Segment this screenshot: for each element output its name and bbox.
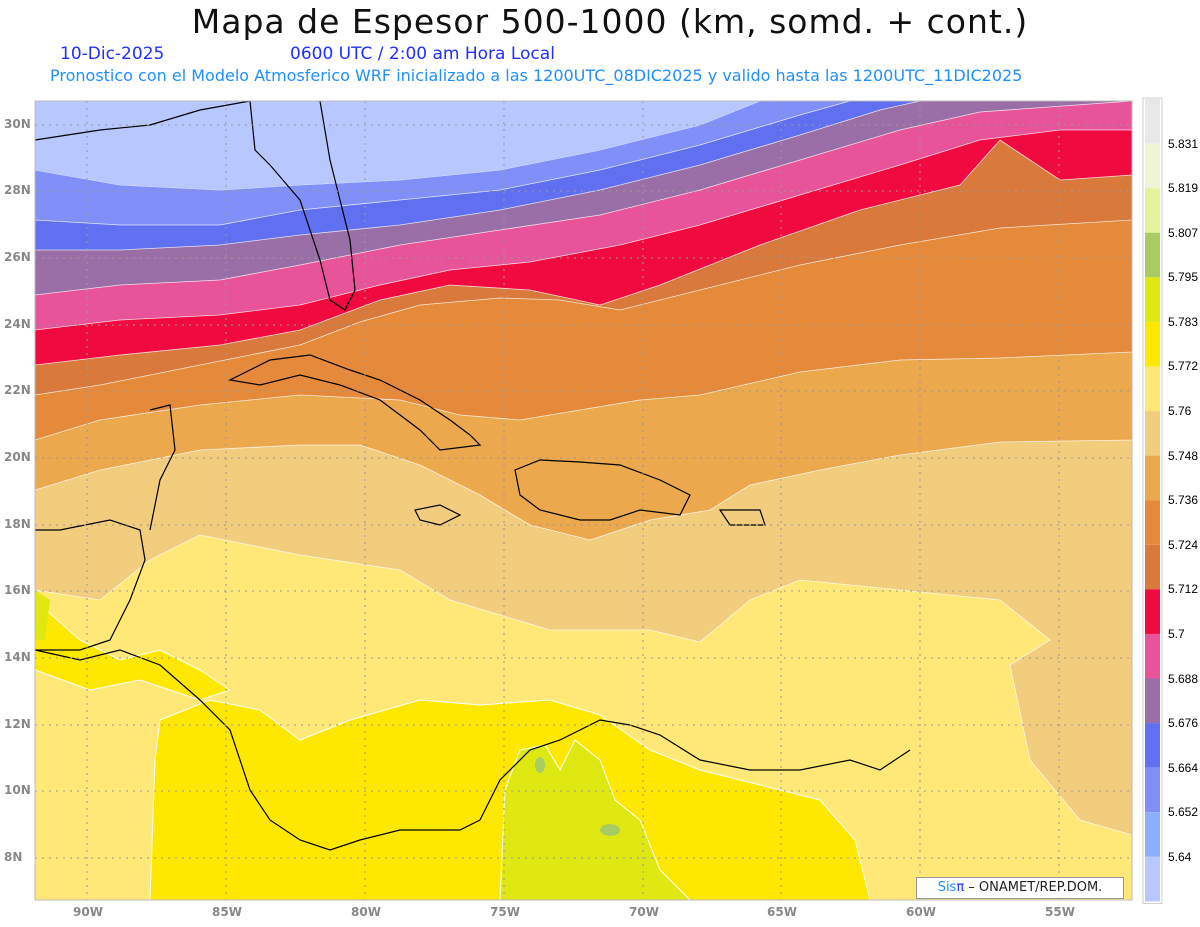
colorbar-swatch: [1145, 321, 1160, 367]
colorbar-label: 5.772: [1168, 359, 1199, 374]
lon-label: 75W: [490, 905, 520, 919]
colorbar-swatch: [1145, 723, 1160, 768]
lon-label: 55W: [1045, 905, 1075, 919]
lat-label: 22N: [4, 383, 31, 397]
coastline: [479, 719, 911, 821]
lat-label: 16N: [4, 583, 31, 597]
colorbar-label: 5.7: [1168, 626, 1185, 641]
lat-label: 10N: [4, 783, 31, 797]
watermark-pi: π: [956, 880, 965, 895]
lon-label: 70W: [629, 905, 659, 919]
coastline: [149, 404, 176, 531]
coastline: [35, 519, 146, 651]
colorbar-label: 5.795: [1168, 270, 1199, 285]
colorbar-swatch: [1145, 812, 1160, 857]
lat-label: 24N: [4, 317, 31, 331]
coastline: [514, 459, 691, 521]
coastline: [249, 101, 356, 311]
lat-label: 14N: [4, 650, 31, 664]
model-description: Pronostico con el Modelo Atmosferico WRF…: [50, 66, 1023, 85]
band-5.783-5.795: [35, 590, 50, 640]
lon-label: 65W: [767, 905, 797, 919]
lat-label: 18N: [4, 517, 31, 531]
band-5.783-5.795: [499, 739, 691, 900]
colorbar-swatch: [1145, 232, 1160, 278]
lat-label: 20N: [4, 450, 31, 464]
colorbar-swatch: [1145, 500, 1160, 545]
band-5.795-5.807: [535, 757, 545, 773]
watermark-org: – ONAMET/REP.DOM.: [964, 880, 1103, 895]
coastline: [35, 101, 251, 141]
map-frame: [34, 100, 1133, 901]
colorbar-swatch: [1145, 678, 1160, 724]
colorbar-label: 5.712: [1168, 582, 1199, 597]
lon-label: 80W: [351, 905, 381, 919]
coastline: [35, 649, 481, 851]
colorbar-label: 5.76: [1168, 404, 1192, 419]
lat-label: 12N: [4, 717, 31, 731]
colorbar-label: 5.676: [1168, 716, 1199, 731]
colorbar-swatch: [1145, 633, 1160, 679]
lon-label: 60W: [906, 905, 936, 919]
colorbar-label: 5.64: [1168, 849, 1192, 864]
coastline: [414, 504, 462, 526]
colorbar-swatch: [1145, 366, 1160, 412]
coastline: [228, 354, 482, 451]
watermark: Sisπ – ONAMET/REP.DOM.: [916, 877, 1124, 899]
colorbar-label: 5.724: [1168, 537, 1199, 552]
colorbar-label: 5.748: [1168, 448, 1199, 463]
colorbar-swatch: [1145, 277, 1160, 322]
colorbar-swatch: [1145, 455, 1160, 501]
lon-label: 85W: [212, 905, 242, 919]
colorbar-swatch: [1145, 767, 1160, 813]
colorbar-swatch: [1145, 856, 1160, 902]
colorbar-label: 5.819: [1168, 181, 1199, 196]
watermark-sis: Sis: [937, 880, 957, 895]
colorbar-swatch: [1145, 544, 1160, 590]
map-title: Mapa de Espesor 500-1000 (km, somd. + co…: [191, 2, 1029, 41]
colorbar-swatch: [1145, 411, 1160, 456]
colorbar-swatch: [1145, 589, 1160, 634]
band-5.795-5.807: [600, 824, 620, 836]
lat-label: 26N: [4, 250, 31, 264]
forecast-date: 10-Dic-2025: [60, 44, 165, 64]
band-below-5.64: [35, 101, 760, 190]
colorbar-swatch: [1145, 188, 1160, 233]
forecast-time: 0600 UTC / 2:00 am Hora Local: [290, 44, 555, 64]
colorbar-label: 5.688: [1168, 671, 1199, 686]
colorbar-label: 5.652: [1168, 805, 1199, 820]
lat-label: 28N: [4, 183, 31, 197]
lon-label: 90W: [73, 905, 103, 919]
colorbar-swatch: [1145, 143, 1160, 189]
colorbar-swatch: [1145, 99, 1160, 144]
colorbar-label: 5.736: [1168, 493, 1199, 508]
colorbar-label: 5.831: [1168, 136, 1199, 151]
colorbar-label: 5.783: [1168, 314, 1199, 329]
colorbar-label: 5.664: [1168, 760, 1199, 775]
colorbar-label: 5.807: [1168, 225, 1199, 240]
lat-label: 8N: [4, 850, 23, 864]
lat-label: 30N: [4, 117, 31, 131]
